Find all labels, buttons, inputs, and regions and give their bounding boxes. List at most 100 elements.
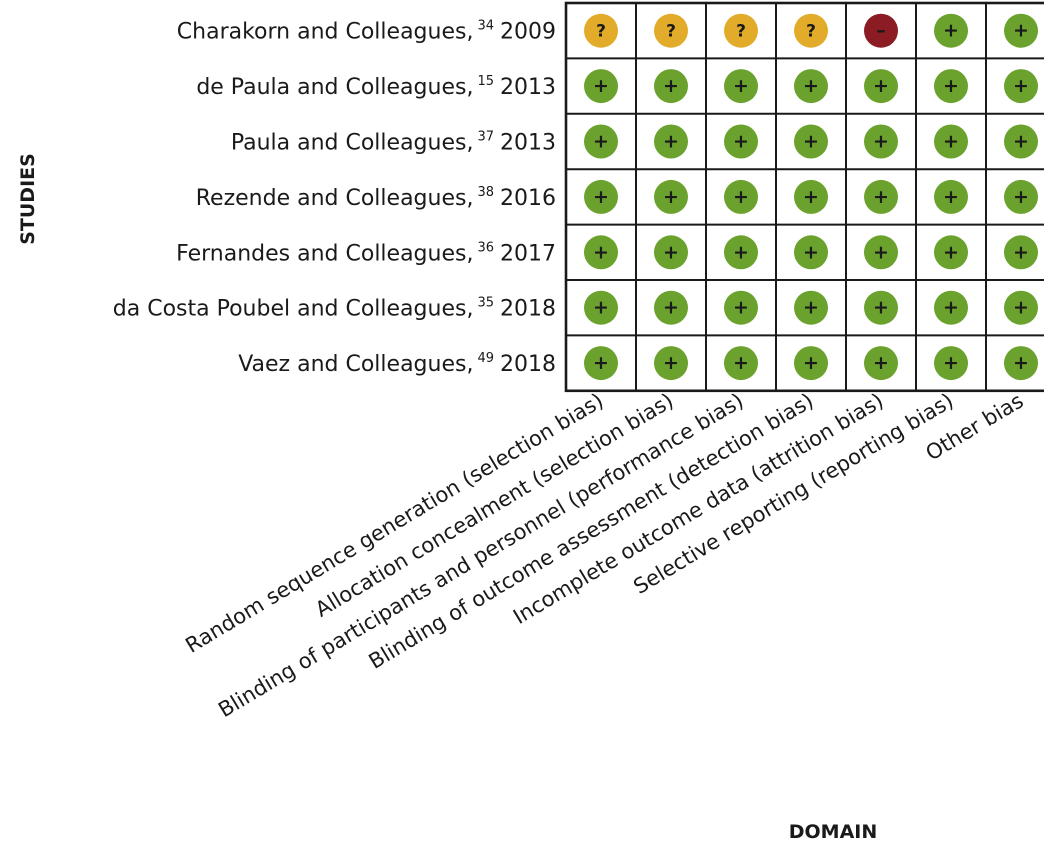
judgement-cell: + bbox=[1004, 179, 1038, 214]
judgement-symbol: + bbox=[593, 131, 609, 153]
judgement-cell: + bbox=[794, 346, 828, 381]
judgement-symbol: + bbox=[873, 352, 889, 374]
judgement-cell: + bbox=[654, 346, 688, 381]
judgement-cell: + bbox=[864, 179, 898, 214]
judgement-cell: + bbox=[724, 290, 758, 325]
judgement-cell: + bbox=[654, 290, 688, 325]
unclear-risk-icon bbox=[724, 13, 758, 48]
low-risk-icon bbox=[654, 290, 688, 325]
study-labels: Charakorn and Colleagues, 34 2009 de Paula … bbox=[113, 19, 556, 377]
judgement-cell: + bbox=[1004, 124, 1038, 159]
unclear-risk-icon bbox=[654, 13, 688, 48]
low-risk-icon bbox=[864, 346, 898, 381]
judgement-cell: + bbox=[794, 124, 828, 159]
judgement-symbol: ? bbox=[806, 22, 816, 42]
low-risk-icon bbox=[724, 235, 758, 270]
judgement-symbol: + bbox=[1013, 186, 1029, 208]
low-risk-icon bbox=[584, 290, 618, 325]
low-risk-icon bbox=[654, 124, 688, 159]
judgement-symbol: + bbox=[943, 241, 959, 263]
judgement-cell: + bbox=[724, 124, 758, 159]
low-risk-icon bbox=[934, 235, 968, 270]
low-risk-icon bbox=[724, 69, 758, 104]
low-risk-icon bbox=[864, 179, 898, 214]
judgement-cell: + bbox=[1004, 69, 1038, 104]
judgement-cell: + bbox=[934, 346, 968, 381]
low-risk-icon bbox=[584, 346, 618, 381]
grid-border bbox=[564, 1, 1044, 393]
low-risk-icon bbox=[724, 290, 758, 325]
judgement-cell: + bbox=[864, 346, 898, 381]
judgement-cell: ? bbox=[584, 13, 618, 48]
judgement-cell: + bbox=[584, 124, 618, 159]
judgement-cell: + bbox=[1004, 346, 1038, 381]
judgement-symbol: + bbox=[1013, 352, 1029, 374]
judgement-cell: + bbox=[934, 235, 968, 270]
judgement-symbol: + bbox=[593, 186, 609, 208]
judgement-cell: + bbox=[584, 235, 618, 270]
study-label: Rezende and Colleagues, 38 2016 bbox=[196, 185, 556, 211]
judgement-symbol: + bbox=[733, 131, 749, 153]
judgement-symbol: + bbox=[663, 352, 679, 374]
judgement-cell: + bbox=[794, 69, 828, 104]
judgement-cell: + bbox=[864, 290, 898, 325]
judgement-cell: + bbox=[794, 179, 828, 214]
judgement-symbol: + bbox=[803, 352, 819, 374]
judgement-symbol: + bbox=[943, 186, 959, 208]
judgement-symbol: + bbox=[803, 75, 819, 97]
judgement-symbol: + bbox=[943, 75, 959, 97]
judgement-grid: ???? – + + + + + + + + + + + + + + + + + + + + + + + + + + + + + + + + + + +… bbox=[584, 13, 1038, 381]
low-risk-icon bbox=[584, 179, 618, 214]
judgement-symbol: ? bbox=[736, 22, 746, 42]
low-risk-icon bbox=[1004, 69, 1038, 104]
judgement-symbol: + bbox=[593, 297, 609, 319]
study-label: de Paula and Colleagues, 15 2013 bbox=[196, 74, 556, 100]
low-risk-icon bbox=[1004, 13, 1038, 48]
judgement-symbol: + bbox=[873, 75, 889, 97]
low-risk-icon bbox=[864, 69, 898, 104]
low-risk-icon bbox=[794, 290, 828, 325]
low-risk-icon bbox=[864, 124, 898, 159]
domain-axis-title: DOMAIN bbox=[789, 821, 878, 843]
study-label: Vaez and Colleagues, 49 2018 bbox=[238, 351, 556, 377]
judgement-symbol: + bbox=[1013, 20, 1029, 42]
low-risk-icon bbox=[934, 179, 968, 214]
low-risk-icon bbox=[1004, 124, 1038, 159]
judgement-cell: + bbox=[1004, 235, 1038, 270]
low-risk-icon bbox=[654, 235, 688, 270]
judgement-cell: + bbox=[584, 69, 618, 104]
judgement-cell: + bbox=[934, 124, 968, 159]
judgement-cell: + bbox=[724, 346, 758, 381]
judgement-cell: + bbox=[654, 235, 688, 270]
judgement-cell: + bbox=[654, 179, 688, 214]
low-risk-icon bbox=[794, 235, 828, 270]
study-label: da Costa Poubel and Colleagues, 35 2018 bbox=[113, 296, 556, 322]
judgement-symbol: + bbox=[663, 241, 679, 263]
low-risk-icon bbox=[794, 179, 828, 214]
judgement-cell: + bbox=[794, 235, 828, 270]
judgement-symbol: + bbox=[873, 241, 889, 263]
judgement-cell: + bbox=[724, 179, 758, 214]
studies-axis-title: STUDIES bbox=[17, 153, 39, 245]
judgement-cell: + bbox=[934, 13, 968, 48]
judgement-symbol: + bbox=[873, 131, 889, 153]
judgement-symbol: + bbox=[733, 297, 749, 319]
grid-lines bbox=[564, 1, 1044, 393]
judgement-cell: + bbox=[864, 235, 898, 270]
judgement-symbol: + bbox=[593, 241, 609, 263]
low-risk-icon bbox=[794, 124, 828, 159]
unclear-risk-icon bbox=[794, 13, 828, 48]
low-risk-icon bbox=[654, 179, 688, 214]
judgement-cell: – bbox=[864, 13, 898, 48]
judgement-symbol: + bbox=[803, 297, 819, 319]
judgement-symbol: – bbox=[876, 20, 886, 42]
judgement-symbol: + bbox=[1013, 131, 1029, 153]
low-risk-icon bbox=[934, 13, 968, 48]
low-risk-icon bbox=[934, 69, 968, 104]
low-risk-icon bbox=[934, 124, 968, 159]
judgement-symbol: + bbox=[873, 297, 889, 319]
judgement-symbol: + bbox=[733, 75, 749, 97]
judgement-cell: + bbox=[1004, 13, 1038, 48]
judgement-symbol: + bbox=[943, 131, 959, 153]
judgement-symbol: + bbox=[1013, 241, 1029, 263]
